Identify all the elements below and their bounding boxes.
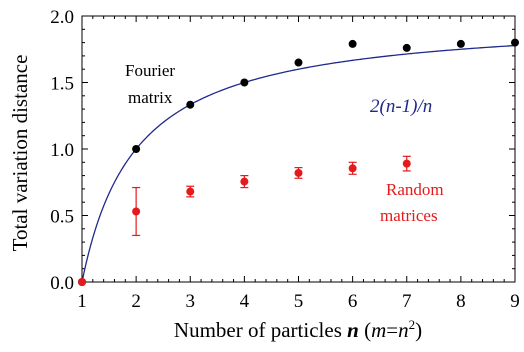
x-label-m: m <box>371 318 386 342</box>
curve-layer <box>81 44 516 283</box>
x-label-prefix: Number of particles <box>174 318 347 342</box>
x-label-suffix: ) <box>415 318 422 342</box>
x-axis-label: Number of particles n (m=n2) <box>174 317 422 342</box>
random-point <box>78 278 86 286</box>
random-point <box>402 159 411 168</box>
random-point <box>240 177 249 186</box>
x-tick-label: 3 <box>186 291 196 312</box>
fourier-point <box>186 100 195 109</box>
random-label-line1: Random <box>386 180 444 199</box>
x-tick-label: 4 <box>240 291 250 312</box>
x-tick-label: 5 <box>294 291 304 312</box>
y-tick-label: 2.0 <box>50 7 74 28</box>
annotation-fourier: Fourier matrix <box>125 61 175 107</box>
x-tick-label: 7 <box>402 291 412 312</box>
fourier-point <box>294 58 303 67</box>
y-tick-label: 1.0 <box>50 140 74 161</box>
random-point <box>294 168 303 177</box>
axis-ticks: 1 2 3 4 5 6 7 8 9 0.0 0.5 1.0 1.5 2.0 <box>50 7 520 312</box>
plot-area <box>81 15 516 283</box>
points-layer <box>78 38 519 286</box>
fourier-point <box>511 38 519 47</box>
x-label-n2: n <box>398 318 409 342</box>
random-point <box>186 187 195 196</box>
y-tick-label: 0.0 <box>50 273 74 294</box>
x-tick-label: 9 <box>510 291 520 312</box>
theory-curve-line <box>81 44 516 283</box>
plot-frame <box>81 15 516 283</box>
random-point <box>132 207 141 216</box>
x-tick-label: 2 <box>131 291 141 312</box>
x-label-exp: 2 <box>409 317 416 332</box>
x-label-eq: = <box>386 318 398 342</box>
fourier-point <box>132 145 141 153</box>
x-label-mid: ( <box>359 318 371 342</box>
x-tick-label: 1 <box>77 291 87 312</box>
fourier-point <box>240 78 249 87</box>
y-axis-label: Total variation distance <box>8 55 32 252</box>
curve-label: 2(n-1)/n <box>370 96 432 117</box>
fourier-point <box>348 39 357 48</box>
series-fourier <box>78 38 519 286</box>
fourier-label-line2: matrix <box>128 88 173 107</box>
random-label-line2: matrices <box>380 206 438 225</box>
random-point <box>348 164 357 173</box>
y-tick-label: 1.5 <box>50 74 74 95</box>
x-tick-label: 6 <box>348 291 358 312</box>
fourier-point <box>456 39 465 48</box>
annotation-random: Random matrices <box>380 180 444 225</box>
series-random <box>78 155 411 286</box>
x-label-n: n <box>347 318 359 342</box>
y-tick-label: 0.5 <box>50 207 74 228</box>
fourier-label-line1: Fourier <box>125 61 175 80</box>
x-tick-label: 8 <box>456 291 466 312</box>
fourier-point <box>402 43 411 52</box>
